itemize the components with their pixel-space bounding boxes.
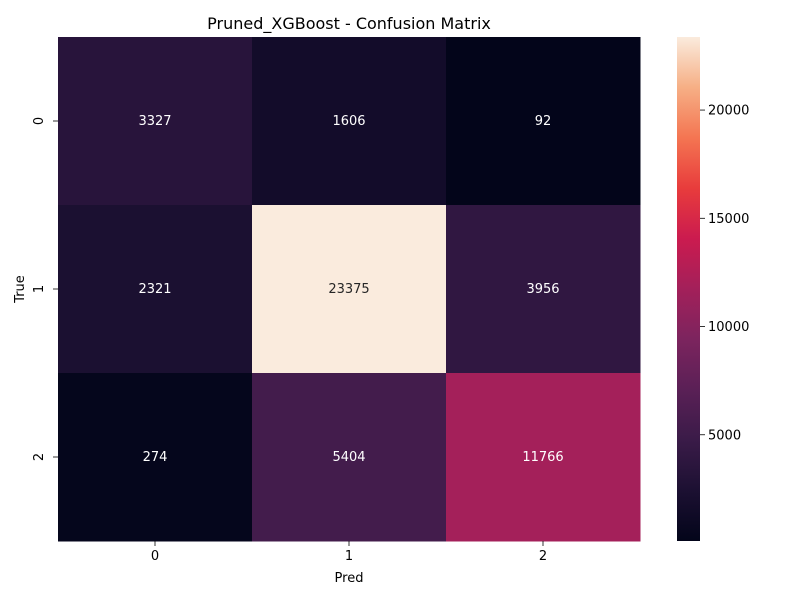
cell-value-label: 23375 xyxy=(328,282,369,297)
x-tick-label: 1 xyxy=(345,549,353,564)
colorbar-tick-label: 10000 xyxy=(708,320,749,335)
heatmap-cells: 3327 1606 92 2321 23375 3956 274 5404 11766 xyxy=(58,37,641,542)
y-axis-label: True xyxy=(13,275,28,304)
x-tick-label: 0 xyxy=(151,549,159,564)
cell-value-label: 92 xyxy=(535,114,552,129)
x-axis-label: Pred xyxy=(335,571,364,586)
cell-value-label: 2321 xyxy=(138,282,171,297)
cell-value-label: 3956 xyxy=(526,282,559,297)
heatmap-cell xyxy=(58,373,253,542)
colorbar-ticks: 5000 10000 15000 20000 xyxy=(700,104,749,443)
heatmap-cell xyxy=(252,37,447,206)
x-tick-label: 2 xyxy=(539,549,547,564)
cell-value-label: 1606 xyxy=(332,114,365,129)
colorbar xyxy=(677,37,700,541)
heatmap-cell xyxy=(446,205,641,374)
heatmap-cell xyxy=(58,205,253,374)
y-tick-label: 0 xyxy=(32,117,47,125)
x-axis-ticks: 0 1 2 xyxy=(151,541,547,564)
y-tick-label: 1 xyxy=(32,285,47,293)
heatmap-cell xyxy=(446,37,641,206)
cell-value-label: 3327 xyxy=(138,114,171,129)
colorbar-tick-label: 15000 xyxy=(708,212,749,227)
colorbar-tick-label: 20000 xyxy=(708,104,749,119)
heatmap-cell xyxy=(446,373,641,542)
colorbar-tick-label: 5000 xyxy=(708,428,741,443)
y-axis-ticks: 0 1 2 xyxy=(32,117,58,461)
cell-value-label: 5404 xyxy=(332,450,365,465)
cell-value-label: 274 xyxy=(143,450,168,465)
chart-title: Pruned_XGBoost - Confusion Matrix xyxy=(207,14,491,34)
heatmap-cell xyxy=(252,373,447,542)
heatmap-cell xyxy=(252,205,447,374)
heatmap-cell xyxy=(58,37,253,206)
y-tick-label: 2 xyxy=(32,453,47,461)
cell-value-label: 11766 xyxy=(522,450,563,465)
